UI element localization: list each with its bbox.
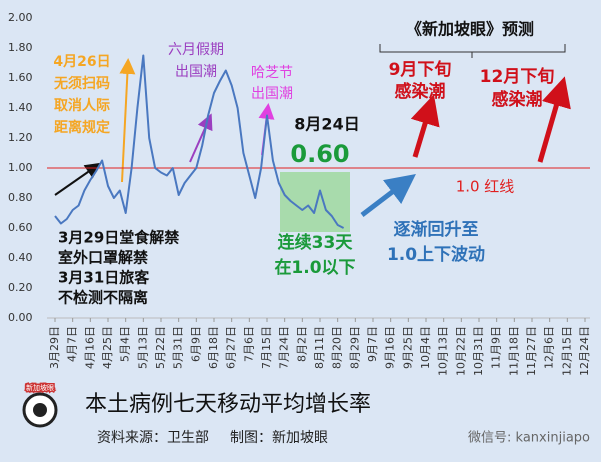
x-tick-label: 10月31日: [472, 326, 485, 376]
annotation: 12月下旬: [480, 66, 555, 87]
annotation: 0.60: [290, 140, 349, 168]
annotation: 哈芝节: [251, 65, 293, 81]
annotation: 《新加坡眼》预测: [406, 20, 534, 39]
reference-label: 1.0 红线: [456, 178, 515, 196]
x-tick-label: 3月29日: [48, 326, 61, 369]
x-tick-label: 5月22日: [154, 326, 167, 369]
x-tick-label: 5月13日: [136, 326, 149, 369]
annotation: 感染潮: [395, 81, 446, 102]
x-tick-label: 7月15日: [260, 326, 273, 369]
annotation: 逐渐回升至: [394, 219, 479, 240]
x-tick-label: 6月9日: [189, 326, 202, 362]
y-tick-label: 1.20: [8, 131, 33, 144]
x-tick-label: 4月25日: [101, 326, 114, 369]
x-tick-label: 11月27日: [525, 326, 538, 376]
x-tick-label: 9月16日: [384, 326, 397, 369]
arrow: [54, 162, 102, 196]
x-tick-label: 8月29日: [348, 326, 361, 369]
x-tick-label: 10月22日: [454, 326, 467, 376]
y-tick-label: 0.40: [8, 251, 33, 264]
x-tick-label: 9月7日: [366, 326, 379, 362]
annotation: 3月31日旅客: [58, 269, 150, 287]
annotation: 室外口罩解禁: [58, 249, 148, 267]
arrow: [537, 76, 571, 163]
chart-title: 本土病例七天移动平均增长率: [85, 392, 371, 417]
annotation: 3月29日堂食解禁: [58, 229, 179, 247]
x-tick-label: 10月13日: [437, 326, 450, 376]
credit: 制图：新加坡眼: [230, 430, 328, 446]
y-tick-label: 1.80: [8, 41, 33, 54]
annotation: 取消人际: [54, 97, 110, 114]
x-tick-label: 10月4日: [419, 326, 432, 369]
annotation: 感染潮: [492, 89, 543, 110]
annotation: 六月假期: [168, 42, 224, 58]
watermark: 微信号: kanxinjiapo: [468, 431, 590, 446]
annotation: 1.0上下波动: [387, 244, 485, 265]
y-tick-label: 0.80: [8, 191, 33, 204]
x-tick-label: 8月11日: [313, 326, 326, 369]
arrow: [410, 94, 440, 158]
x-tick-label: 11月18日: [507, 326, 520, 376]
bracket: [379, 44, 566, 58]
x-tick-label: 8月20日: [331, 326, 344, 369]
source: 资料来源：卫生部: [97, 430, 209, 446]
x-tick-label: 5月4日: [119, 326, 132, 362]
annotation: 在1.0以下: [274, 257, 355, 278]
x-tick-label: 5月31日: [172, 326, 185, 369]
y-tick-label: 0.60: [8, 221, 33, 234]
annotation: 9月下旬: [389, 59, 452, 80]
x-tick-label: 6月18日: [207, 326, 220, 369]
y-tick-label: 1.40: [8, 101, 33, 114]
logo-eye: [33, 403, 47, 417]
annotation: 4月26日: [53, 54, 110, 70]
arrow: [119, 58, 136, 183]
x-tick-label: 12月24日: [578, 326, 591, 376]
x-tick-label: 7月6日: [242, 326, 255, 362]
x-tick-label: 11月9日: [490, 326, 503, 369]
y-tick-label: 0.20: [8, 281, 33, 294]
annotation: 无须扫码: [53, 76, 110, 92]
x-tick-label: 12月6日: [543, 326, 556, 369]
annotation: 出国潮: [251, 86, 293, 102]
x-tick-label: 4月7日: [66, 326, 79, 362]
y-tick-label: 1.00: [8, 161, 33, 174]
x-tick-label: 12月15日: [560, 326, 573, 376]
x-tick-label: 6月27日: [225, 326, 238, 369]
y-tick-label: 1.60: [8, 71, 33, 84]
logo-text: 新加坡眼: [26, 383, 54, 392]
arrow: [360, 173, 416, 217]
annotation: 8月24日: [294, 115, 359, 134]
x-tick-label: 9月25日: [401, 326, 414, 369]
x-tick-label: 4月16日: [83, 326, 96, 369]
y-tick-label: 0.00: [8, 311, 33, 324]
annotation: 距离规定: [54, 119, 110, 136]
x-tick-label: 8月2日: [295, 326, 308, 362]
annotation: 不检测不隔离: [58, 289, 148, 307]
annotation: 连续33天: [278, 232, 354, 253]
y-tick-label: 2.00: [8, 11, 33, 24]
x-tick-label: 7月24日: [278, 326, 291, 369]
series-line: [54, 54, 345, 229]
annotation: 出国潮: [175, 64, 217, 80]
